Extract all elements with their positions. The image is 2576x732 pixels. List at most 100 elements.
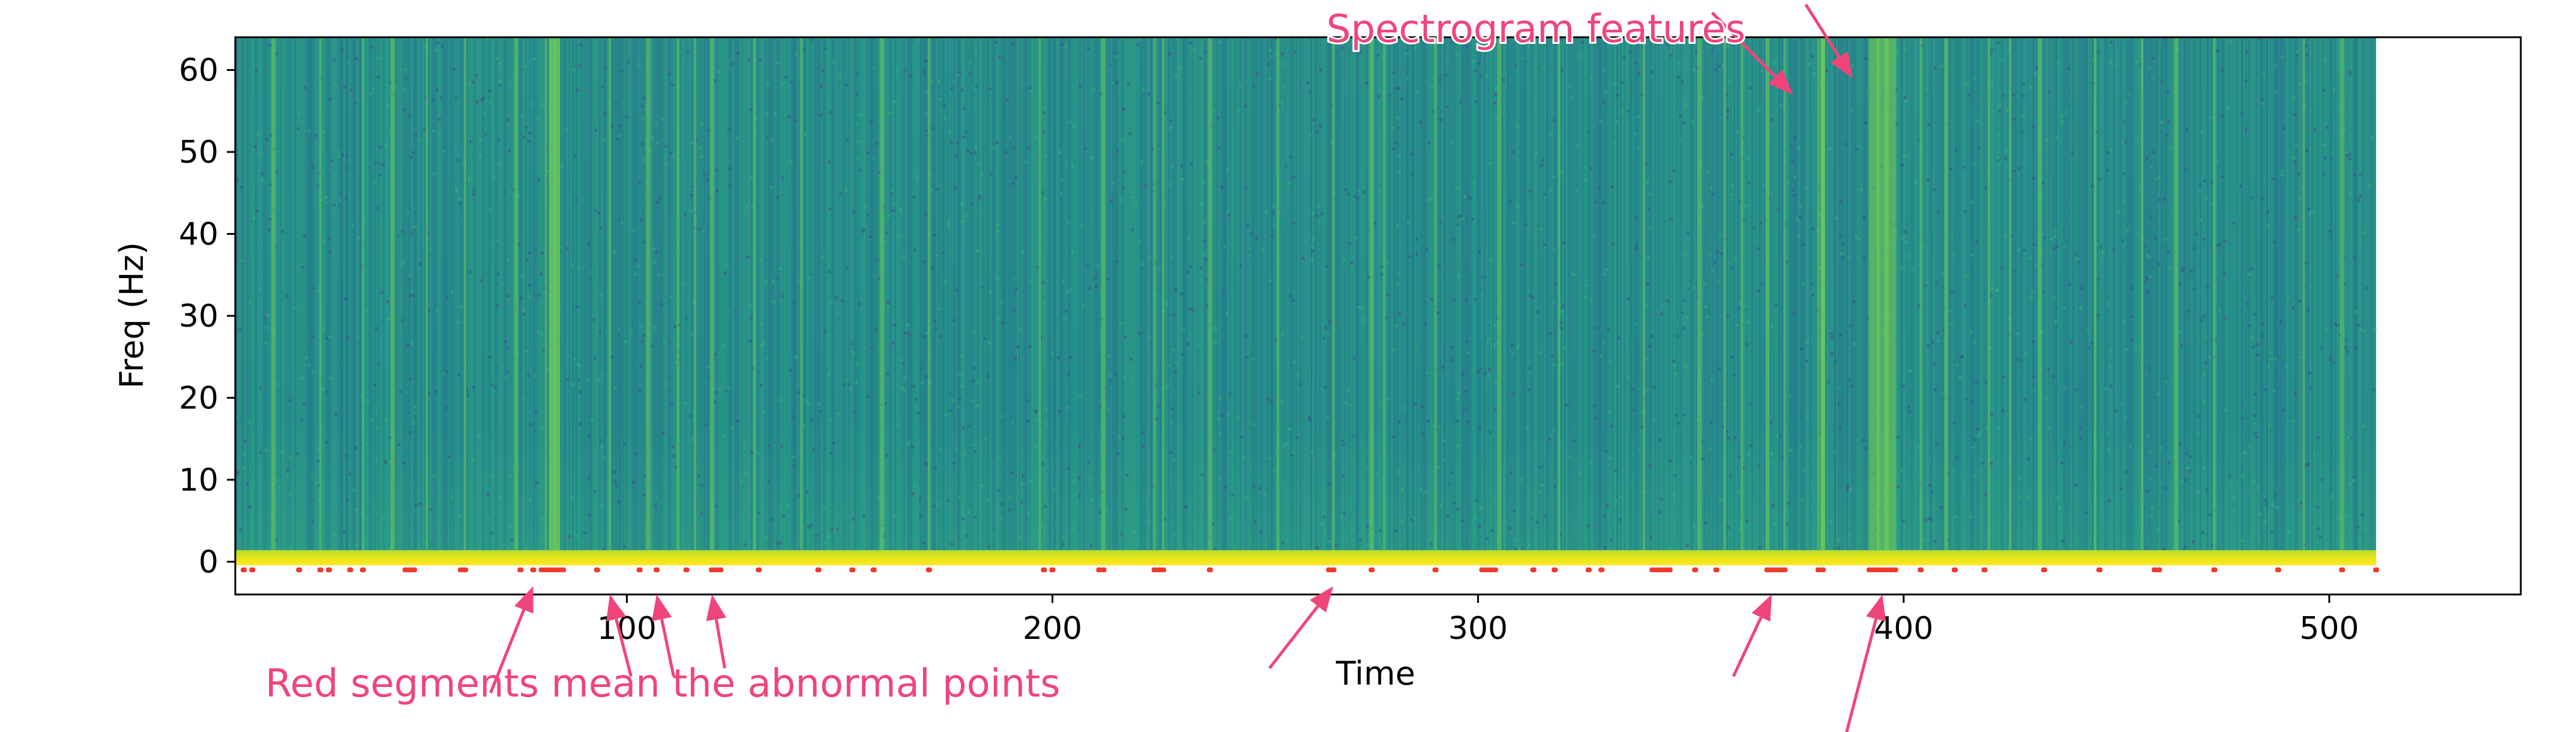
spectrogram-speckle <box>424 97 427 100</box>
spectrogram-speckle <box>2350 436 2353 440</box>
spectrogram-speckle <box>575 305 579 309</box>
spectrogram-column <box>2374 37 2376 551</box>
spectrogram-speckle <box>2156 527 2159 531</box>
spectrogram-speckle <box>506 371 510 374</box>
spectrogram-speckle <box>1864 121 1867 125</box>
spectrogram-speckle <box>1148 256 1151 259</box>
spectrogram-column <box>642 37 644 551</box>
spectrogram-column <box>1791 37 1793 551</box>
spectrogram-speckle <box>2005 165 2009 168</box>
spectrogram-column <box>2023 37 2025 551</box>
spectrogram-column <box>1726 37 1728 551</box>
spectrogram-speckle <box>1253 85 1256 88</box>
spectrogram-speckle <box>2071 151 2074 155</box>
spectrogram-column <box>630 37 631 551</box>
spectrogram-speckle <box>2065 110 2068 113</box>
spectrogram-speckle <box>348 472 352 476</box>
abnormal-point <box>1918 567 1924 573</box>
spectrogram-speckle <box>339 198 342 202</box>
spectrogram-column <box>865 37 867 551</box>
spectrogram-speckle <box>960 355 964 358</box>
spectrogram-column <box>1254 37 1256 551</box>
spectrogram-speckle <box>793 464 796 468</box>
spectrogram-column <box>1298 37 1299 551</box>
spectrogram-speckle <box>1726 44 1730 48</box>
spectrogram-column <box>327 37 329 551</box>
spectrogram-column <box>1975 37 1976 551</box>
spectrogram-column <box>905 37 907 551</box>
spectrogram-speckle <box>1323 515 1326 519</box>
spectrogram-speckle <box>937 307 940 310</box>
spectrogram-speckle <box>525 126 528 129</box>
spectrogram-speckle <box>2146 254 2149 258</box>
spectrogram-column <box>2059 37 2061 551</box>
spectrogram-column <box>399 37 401 551</box>
spectrogram-speckle <box>1008 496 1012 500</box>
spectrogram-column <box>250 37 251 551</box>
spectrogram-speckle <box>1180 164 1184 168</box>
spectrogram-speckle <box>259 387 262 390</box>
spectrogram-speckle <box>603 455 606 459</box>
spectrogram-speckle <box>1444 73 1448 77</box>
spectrogram-speckle <box>1134 202 1138 205</box>
spectrogram-speckle <box>1477 61 1481 65</box>
spectrogram-speckle <box>1634 216 1638 219</box>
spectrogram-column <box>1058 37 1060 551</box>
spectrogram-speckle <box>1757 109 1760 112</box>
spectrogram-speckle <box>1976 435 1980 438</box>
spectrogram-column <box>1352 37 1353 551</box>
spectrogram-speckle <box>2358 199 2361 202</box>
spectrogram-column <box>2198 37 2200 551</box>
spectrogram-column <box>356 37 358 551</box>
spectrogram-speckle <box>1510 343 1514 347</box>
abnormal-point <box>849 567 856 573</box>
spectrogram-speckle <box>2092 82 2095 85</box>
spectrogram-column <box>1669 37 1670 551</box>
spectrogram-speckle <box>1486 341 1490 345</box>
spectrogram-speckle <box>2354 346 2358 350</box>
spectrogram-speckle <box>511 538 514 542</box>
spectrogram-speckle <box>1378 190 1381 193</box>
spectrogram-column <box>1807 37 1809 551</box>
spectrogram-speckle <box>258 286 262 290</box>
spectrogram-speckle <box>1133 530 1137 533</box>
spectrogram-column <box>617 37 619 551</box>
spectrogram-speckle <box>1256 72 1259 76</box>
spectrogram-column <box>547 37 549 551</box>
spectrogram-speckle <box>2185 452 2188 456</box>
spectrogram-column <box>1858 37 1859 551</box>
spectrogram-speckle <box>1473 68 1477 72</box>
spectrogram-speckle <box>1218 431 1222 435</box>
spectrogram-speckle <box>1771 324 1774 328</box>
spectrogram-speckle <box>823 505 826 509</box>
spectrogram-speckle <box>2254 422 2257 426</box>
spectrogram-speckle <box>891 209 894 213</box>
spectrogram-speckle <box>2041 181 2044 185</box>
spectrogram-speckle <box>1400 97 1403 101</box>
spectrogram-speckle <box>517 194 520 198</box>
spectrogram-speckle <box>1549 331 1553 335</box>
spectrogram-speckle <box>451 146 454 150</box>
spectrogram-speckle <box>912 385 915 389</box>
spectrogram-speckle <box>1014 176 1017 180</box>
spectrogram-column <box>475 37 477 551</box>
spectrogram-speckle <box>1933 67 1937 70</box>
spectrogram-speckle <box>2304 463 2308 467</box>
spectrogram-speckle <box>2362 329 2365 333</box>
spectrogram-column <box>1598 37 1600 551</box>
spectrogram-speckle <box>1251 357 1255 361</box>
spectrogram-column <box>1328 37 1330 551</box>
spectrogram-speckle <box>379 162 382 165</box>
spectrogram-speckle <box>2045 139 2049 142</box>
spectrogram-speckle <box>2308 371 2311 375</box>
spectrogram-speckle <box>541 518 545 521</box>
spectrogram-speckle <box>1646 282 1650 286</box>
spectrogram-speckle <box>459 305 463 309</box>
spectrogram-speckle <box>418 138 421 141</box>
spectrogram-speckle <box>597 379 601 383</box>
spectrogram-speckle <box>2002 375 2005 379</box>
spectrogram-column <box>1123 37 1125 551</box>
spectrogram-speckle <box>1838 427 1842 431</box>
spectrogram-speckle <box>714 390 717 394</box>
spectrogram-column <box>471 37 473 551</box>
